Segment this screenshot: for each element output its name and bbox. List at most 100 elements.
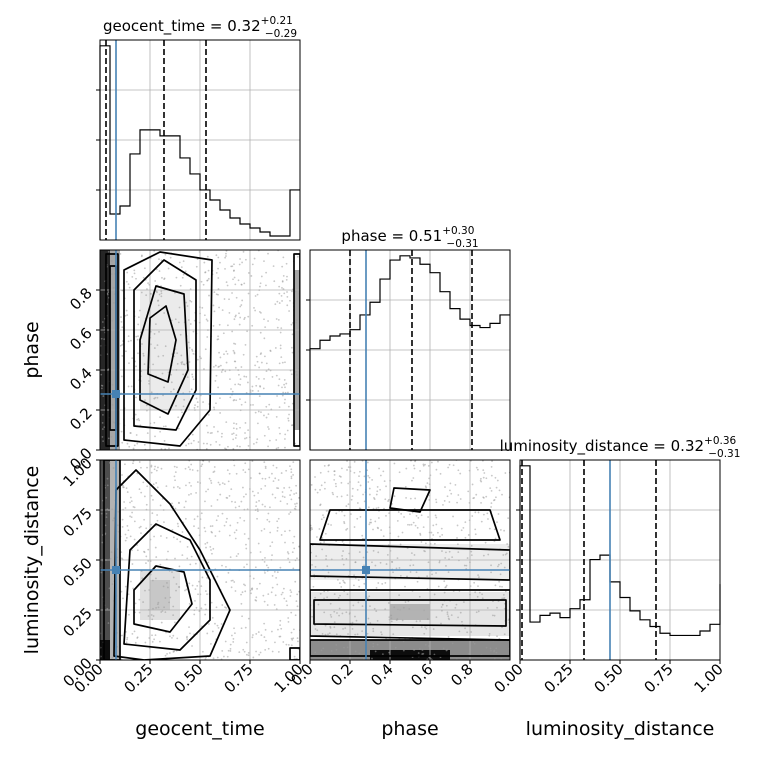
sample-point [125,350,127,353]
sample-point [372,630,375,633]
sample-point [475,493,478,496]
sample-point [422,463,425,466]
sample-point [476,595,479,598]
sample-point [262,387,265,390]
sample-point [158,293,161,296]
sample-point [208,477,211,480]
sample-point [261,503,264,506]
sample-point [245,547,248,550]
sample-point [226,469,229,472]
sample-point [105,512,108,515]
sample-point [496,479,499,482]
sample-point [285,262,288,265]
sample-point [354,650,357,653]
sample-point [195,265,198,268]
sample-point [182,273,185,276]
sample-point [126,314,129,316]
sample-point [234,537,237,540]
sample-point [285,278,288,281]
sample-point [266,604,269,606]
sample-point [269,545,272,548]
sample-point [188,602,191,605]
sample-point [171,571,173,573]
sample-point [257,492,259,494]
sample-point [285,643,288,646]
sample-point [220,435,223,438]
sample-point [211,525,214,527]
sample-point [234,632,236,635]
sample-point [480,520,483,523]
sample-point [164,253,167,256]
sample-point [126,636,129,639]
sample-point [206,319,209,322]
sample-point [281,361,284,364]
sample-point [287,391,289,394]
sample-point [255,355,258,358]
sample-point [440,606,443,608]
sample-point [169,256,172,259]
sample-point [323,541,326,543]
sample-point [135,365,137,368]
sample-point [166,653,168,655]
sample-point [241,261,244,264]
sample-point [161,372,164,375]
sample-point [156,291,158,294]
sample-point [345,558,348,560]
sample-point [271,630,273,633]
sample-point [226,517,228,520]
sample-point [276,529,279,532]
sample-point [117,510,120,513]
sample-point [289,589,292,592]
sample-point [323,597,325,600]
sample-point [472,641,475,643]
y-tick-label-phase: 0.2 [66,404,96,434]
sample-point [187,466,190,469]
sample-point [157,304,160,307]
sample-point [401,619,404,622]
sample-point [156,396,159,399]
sample-point [358,507,361,510]
sample-point [473,642,476,645]
sample-point [183,363,186,366]
sample-point [158,258,160,261]
contour [289,647,300,660]
sample-point [148,382,151,385]
sample-point [377,527,379,530]
sample-point [225,496,228,499]
sample-point [327,470,330,473]
sample-point [402,640,405,643]
sample-point [225,350,228,353]
sample-point [138,309,141,312]
sample-point [243,583,245,586]
sample-point [133,538,136,541]
sample-point [412,521,415,524]
sample-point [414,524,417,527]
sample-point [372,627,375,630]
sample-point [195,492,197,494]
sample-point [288,529,291,532]
sample-point [148,380,150,382]
sample-point [208,294,210,297]
sample-point [255,599,258,602]
sample-point [223,298,226,300]
sample-point [145,562,147,564]
sample-point [290,489,293,492]
sample-point [177,525,180,528]
sample-point [340,467,343,470]
sample-point [103,326,106,329]
sample-point [395,619,398,622]
sample-point [142,352,145,355]
sample-point [338,582,341,585]
sample-point [467,490,470,493]
sample-point [233,360,236,363]
sample-point [267,252,269,255]
sample-point [131,357,134,360]
sample-point [167,267,170,270]
sample-point [237,383,240,386]
sample-point [159,504,162,507]
sample-point [447,466,450,469]
sample-point [186,305,189,307]
sample-point [263,355,266,358]
sample-point [288,513,290,515]
sample-point [440,622,442,625]
